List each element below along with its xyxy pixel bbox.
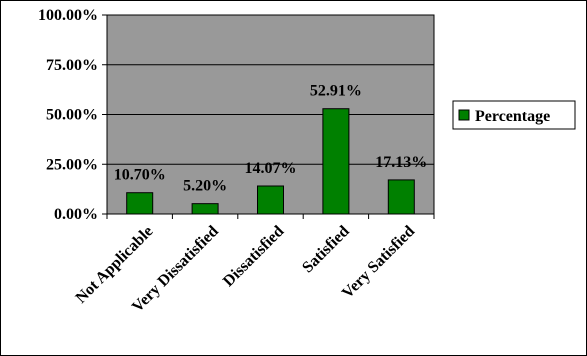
y-tick-label: 50.00%: [46, 107, 98, 124]
gridlines: [107, 64, 434, 165]
data-label: 10.70%: [114, 167, 166, 184]
legend: Percentage: [452, 100, 576, 130]
data-label: 17.13%: [375, 154, 427, 171]
y-tick-label: 100.00%: [38, 7, 98, 24]
y-tick-label: 75.00%: [46, 57, 98, 74]
bar-very-dissatisfied: [191, 203, 219, 215]
x-tick-label: Satisfied: [299, 223, 353, 277]
x-tick-label: Dissatisfied: [220, 223, 287, 290]
bar-very-satisfied: [387, 179, 415, 215]
legend-swatch: [458, 109, 470, 121]
legend-box: [452, 100, 576, 130]
data-label: 14.07%: [245, 160, 297, 177]
bars: [126, 108, 415, 215]
data-labels: 10.70% 5.20% 14.07% 52.91% 17.13%: [114, 83, 428, 195]
bar-not-applicable: [126, 192, 154, 215]
y-tick-label: 25.00%: [46, 156, 98, 173]
legend-label: Percentage: [475, 108, 550, 125]
data-label: 5.20%: [183, 178, 227, 195]
bar-satisfied: [322, 108, 350, 215]
y-axis-ticks: 0.00% 25.00% 50.00% 75.00% 100.00%: [38, 7, 107, 223]
bar-dissatisfied: [257, 185, 284, 215]
data-label: 52.91%: [310, 83, 362, 100]
y-tick-label: 0.00%: [54, 206, 98, 223]
